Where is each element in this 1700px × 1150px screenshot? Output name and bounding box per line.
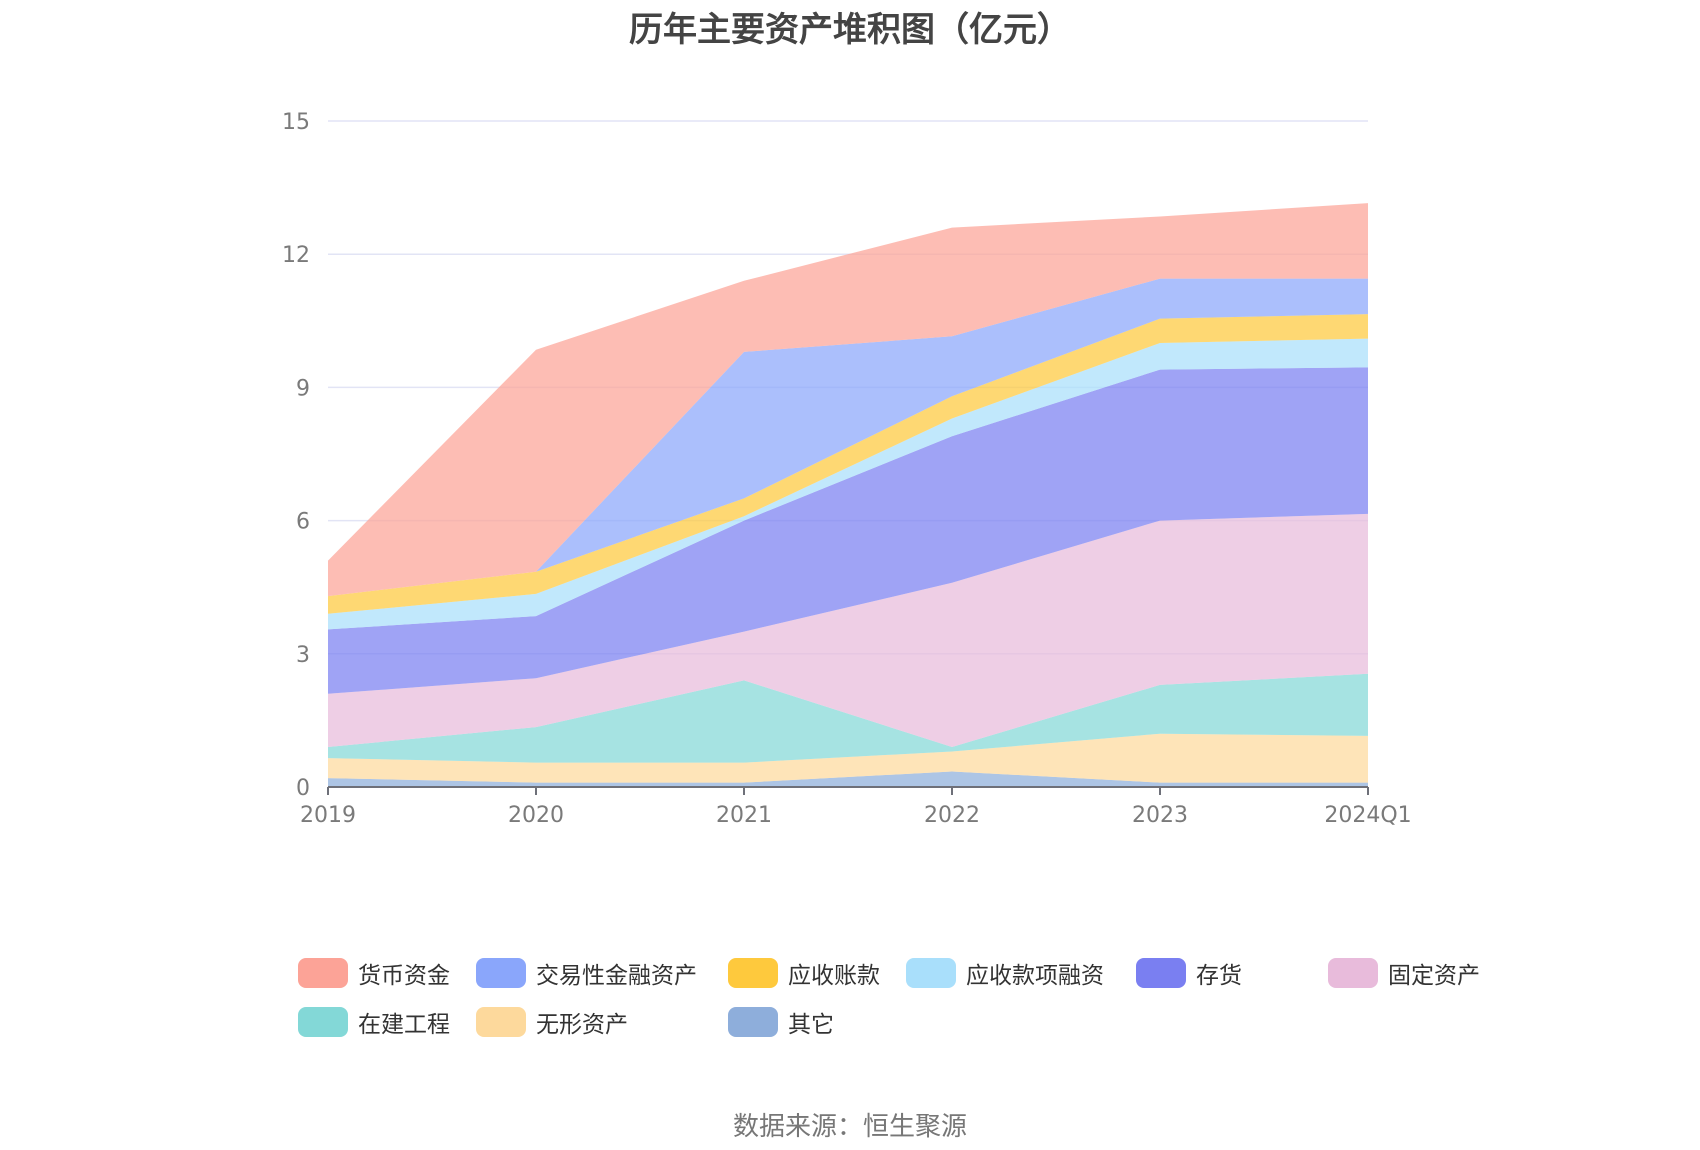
legend-item[interactable]: 无形资产 (476, 1007, 628, 1038)
legend-label: 固定资产 (1388, 963, 1480, 989)
legend-label: 应收款项融资 (966, 963, 1104, 989)
legend-label: 货币资金 (358, 963, 450, 989)
chart-title: 历年主要资产堆积图（亿元） (629, 10, 1071, 50)
legend-label: 交易性金融资产 (536, 963, 697, 989)
x-tick-label: 2021 (716, 803, 772, 828)
y-tick-label: 12 (282, 243, 310, 268)
area-series-4[interactable] (328, 367, 1368, 694)
legend-item[interactable]: 其它 (728, 1007, 834, 1038)
y-tick-label: 9 (296, 376, 310, 401)
x-tick-label: 2024Q1 (1324, 803, 1411, 828)
legend-swatch (728, 958, 778, 988)
y-tick-label: 15 (282, 110, 310, 135)
area-series-6[interactable] (328, 314, 1368, 614)
legend-swatch (476, 958, 526, 988)
legend-swatch (298, 1007, 348, 1037)
legend-swatch (1328, 958, 1378, 988)
y-tick-label: 0 (296, 776, 310, 801)
legend-item[interactable]: 应收账款 (728, 958, 880, 989)
legend-item[interactable]: 在建工程 (298, 1007, 450, 1038)
legend-swatch (1136, 958, 1186, 988)
x-tick-label: 2022 (924, 803, 980, 828)
axes: 0 3 6 9 12 15 2019 2020 2021 2022 2023 2024Q1 (282, 110, 1412, 828)
area-series-0[interactable] (328, 771, 1368, 788)
legend-swatch (476, 1007, 526, 1037)
legend-item[interactable]: 存货 (1136, 958, 1242, 989)
x-tick-label: 2020 (508, 803, 564, 828)
y-tick-label: 3 (296, 643, 310, 668)
x-tick-label: 2023 (1132, 803, 1188, 828)
legend-item[interactable]: 固定资产 (1328, 958, 1480, 989)
x-tick-label: 2019 (300, 803, 356, 828)
area-series-8[interactable] (328, 203, 1368, 597)
area-series-1[interactable] (328, 733, 1368, 783)
legend-label: 存货 (1196, 963, 1242, 989)
area-series-3[interactable] (328, 513, 1368, 747)
legend-item[interactable]: 应收款项融资 (906, 958, 1104, 989)
area-series (328, 203, 1368, 787)
legend-swatch (728, 1007, 778, 1037)
source-note: 数据来源：恒生聚源 (732, 1112, 967, 1142)
legend-item[interactable]: 货币资金 (298, 958, 450, 989)
legend-label: 应收账款 (788, 963, 880, 989)
area-series-7[interactable] (328, 278, 1368, 597)
legend-label: 在建工程 (358, 1012, 450, 1038)
legend-swatch (298, 958, 348, 988)
legend-item[interactable]: 交易性金融资产 (476, 958, 697, 989)
area-series-2[interactable] (328, 673, 1368, 763)
legend-label: 其它 (788, 1012, 834, 1038)
legend-swatch (906, 958, 956, 988)
legend-label: 无形资产 (536, 1012, 628, 1038)
area-series-5[interactable] (328, 338, 1368, 630)
y-tick-label: 6 (296, 510, 310, 535)
